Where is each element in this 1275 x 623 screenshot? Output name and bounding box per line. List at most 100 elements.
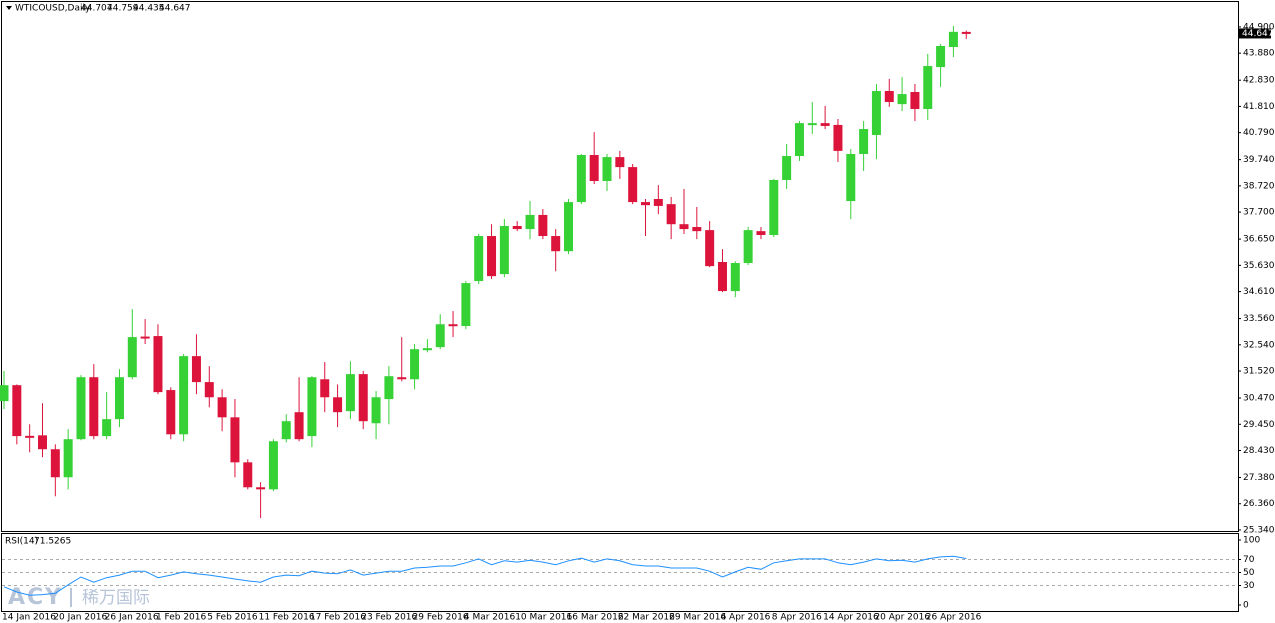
menu-arrow (6, 6, 12, 10)
x-tick-label: 20 Apr 2016 (874, 613, 930, 623)
candle-body (820, 123, 830, 126)
header-open: 44.707 (81, 4, 113, 14)
y-tick-label: 0 (1243, 600, 1249, 610)
candle-body (897, 94, 907, 105)
candle-body (281, 421, 291, 440)
y-tick-label: 41.810 (1243, 102, 1275, 112)
candle-body (910, 92, 920, 109)
candle-body (448, 324, 458, 327)
candle-body (679, 224, 689, 230)
candle-body (358, 374, 368, 422)
candle-body (243, 462, 253, 488)
candle-body (782, 156, 792, 180)
x-tick-label: 16 Mar 2016 (567, 613, 624, 623)
y-tick-label: 38.720 (1243, 181, 1275, 191)
candle-body (641, 202, 650, 206)
candle-body (89, 377, 99, 437)
x-tick-label: 4 Apr 2016 (720, 613, 770, 623)
x-tick-label: 8 Apr 2016 (772, 613, 822, 623)
candle-body (871, 90, 881, 135)
candle-body (756, 231, 766, 235)
x-tick-label: 26 Jan 2016 (105, 613, 159, 623)
candle-body (153, 336, 163, 393)
candle-body (140, 336, 150, 339)
candle-body (615, 157, 625, 168)
y-tick-label: 42.830 (1243, 76, 1275, 86)
candle-body (717, 261, 727, 292)
candle-body (525, 214, 535, 230)
candle-body (923, 66, 933, 109)
y-tick-label: 39.740 (1243, 155, 1275, 165)
candle-body (25, 435, 35, 438)
x-tick-label: 20 Jan 2016 (53, 613, 107, 623)
candle-body (666, 204, 676, 225)
candle-body (0, 385, 9, 402)
candle-body (371, 397, 381, 424)
x-tick-label: 29 Feb 2016 (413, 613, 469, 623)
watermark-name: 稀万国际 (82, 588, 150, 608)
y-tick-label: 34.610 (1243, 287, 1275, 297)
y-tick-label: 35.630 (1243, 261, 1275, 271)
candle-body (602, 157, 612, 181)
x-tick-label: 4 Mar 2016 (464, 613, 516, 623)
candle-body (833, 124, 843, 151)
candle-body (127, 337, 137, 378)
price-panel (1, 1, 1239, 532)
y-tick-label: 27.380 (1243, 473, 1275, 483)
candle-body (769, 179, 779, 235)
candle-body (743, 230, 753, 264)
candle-body (12, 385, 22, 437)
candle-body (499, 225, 509, 275)
candle-body (589, 155, 599, 181)
candle-body (204, 382, 214, 398)
x-tick-label: 17 Feb 2016 (310, 613, 366, 623)
watermark-brand: ACY (8, 585, 63, 610)
candle-body (37, 435, 47, 450)
candle-body (730, 263, 740, 292)
x-tick-label: 1 Feb 2016 (156, 613, 207, 623)
candle-body (256, 487, 266, 490)
candle-body (487, 236, 497, 277)
candle-body (961, 31, 971, 34)
y-tick-label: 25.340 (1243, 525, 1275, 535)
y-tick-label: 37.700 (1243, 208, 1275, 218)
candle-body (512, 225, 522, 230)
candle-body (63, 439, 73, 478)
y-tick-label: 36.650 (1243, 235, 1275, 245)
candle-body (397, 377, 407, 380)
candle-body (345, 374, 355, 412)
candle-body (846, 153, 856, 202)
candle-body (307, 377, 317, 437)
candle-body (474, 236, 484, 282)
candle-body (102, 419, 112, 437)
candle-body (410, 349, 420, 380)
header-high: 44.759 (107, 4, 139, 14)
candle-body (705, 230, 715, 267)
y-tick-label: 100 (1243, 536, 1260, 546)
candle-body (653, 198, 663, 206)
candle-body (166, 390, 176, 435)
header-low: 44.435 (133, 4, 165, 14)
y-tick-label: 50 (1243, 568, 1255, 578)
candle-body (794, 123, 804, 157)
candle-body (384, 376, 394, 400)
y-tick-label: 26.360 (1243, 499, 1275, 509)
x-tick-label: 11 Feb 2016 (259, 613, 315, 623)
candle-body (936, 45, 946, 68)
candle-body (461, 283, 471, 327)
candle-body (422, 348, 432, 351)
candle-body (294, 412, 304, 440)
y-tick-label: 30.470 (1243, 394, 1275, 404)
x-tick-label: 5 Feb 2016 (207, 613, 258, 623)
y-tick-label: 29.450 (1243, 420, 1275, 430)
price-box (1239, 28, 1271, 39)
y-tick-label: 32.540 (1243, 340, 1275, 350)
candle-body (884, 90, 894, 103)
x-tick-label: 26 Apr 2016 (926, 613, 982, 623)
candle-body (576, 155, 586, 203)
x-tick-label: 10 Mar 2016 (515, 613, 572, 623)
candle-body (320, 379, 330, 398)
header-close: 44.647 (159, 4, 191, 14)
candle-body (217, 397, 227, 418)
